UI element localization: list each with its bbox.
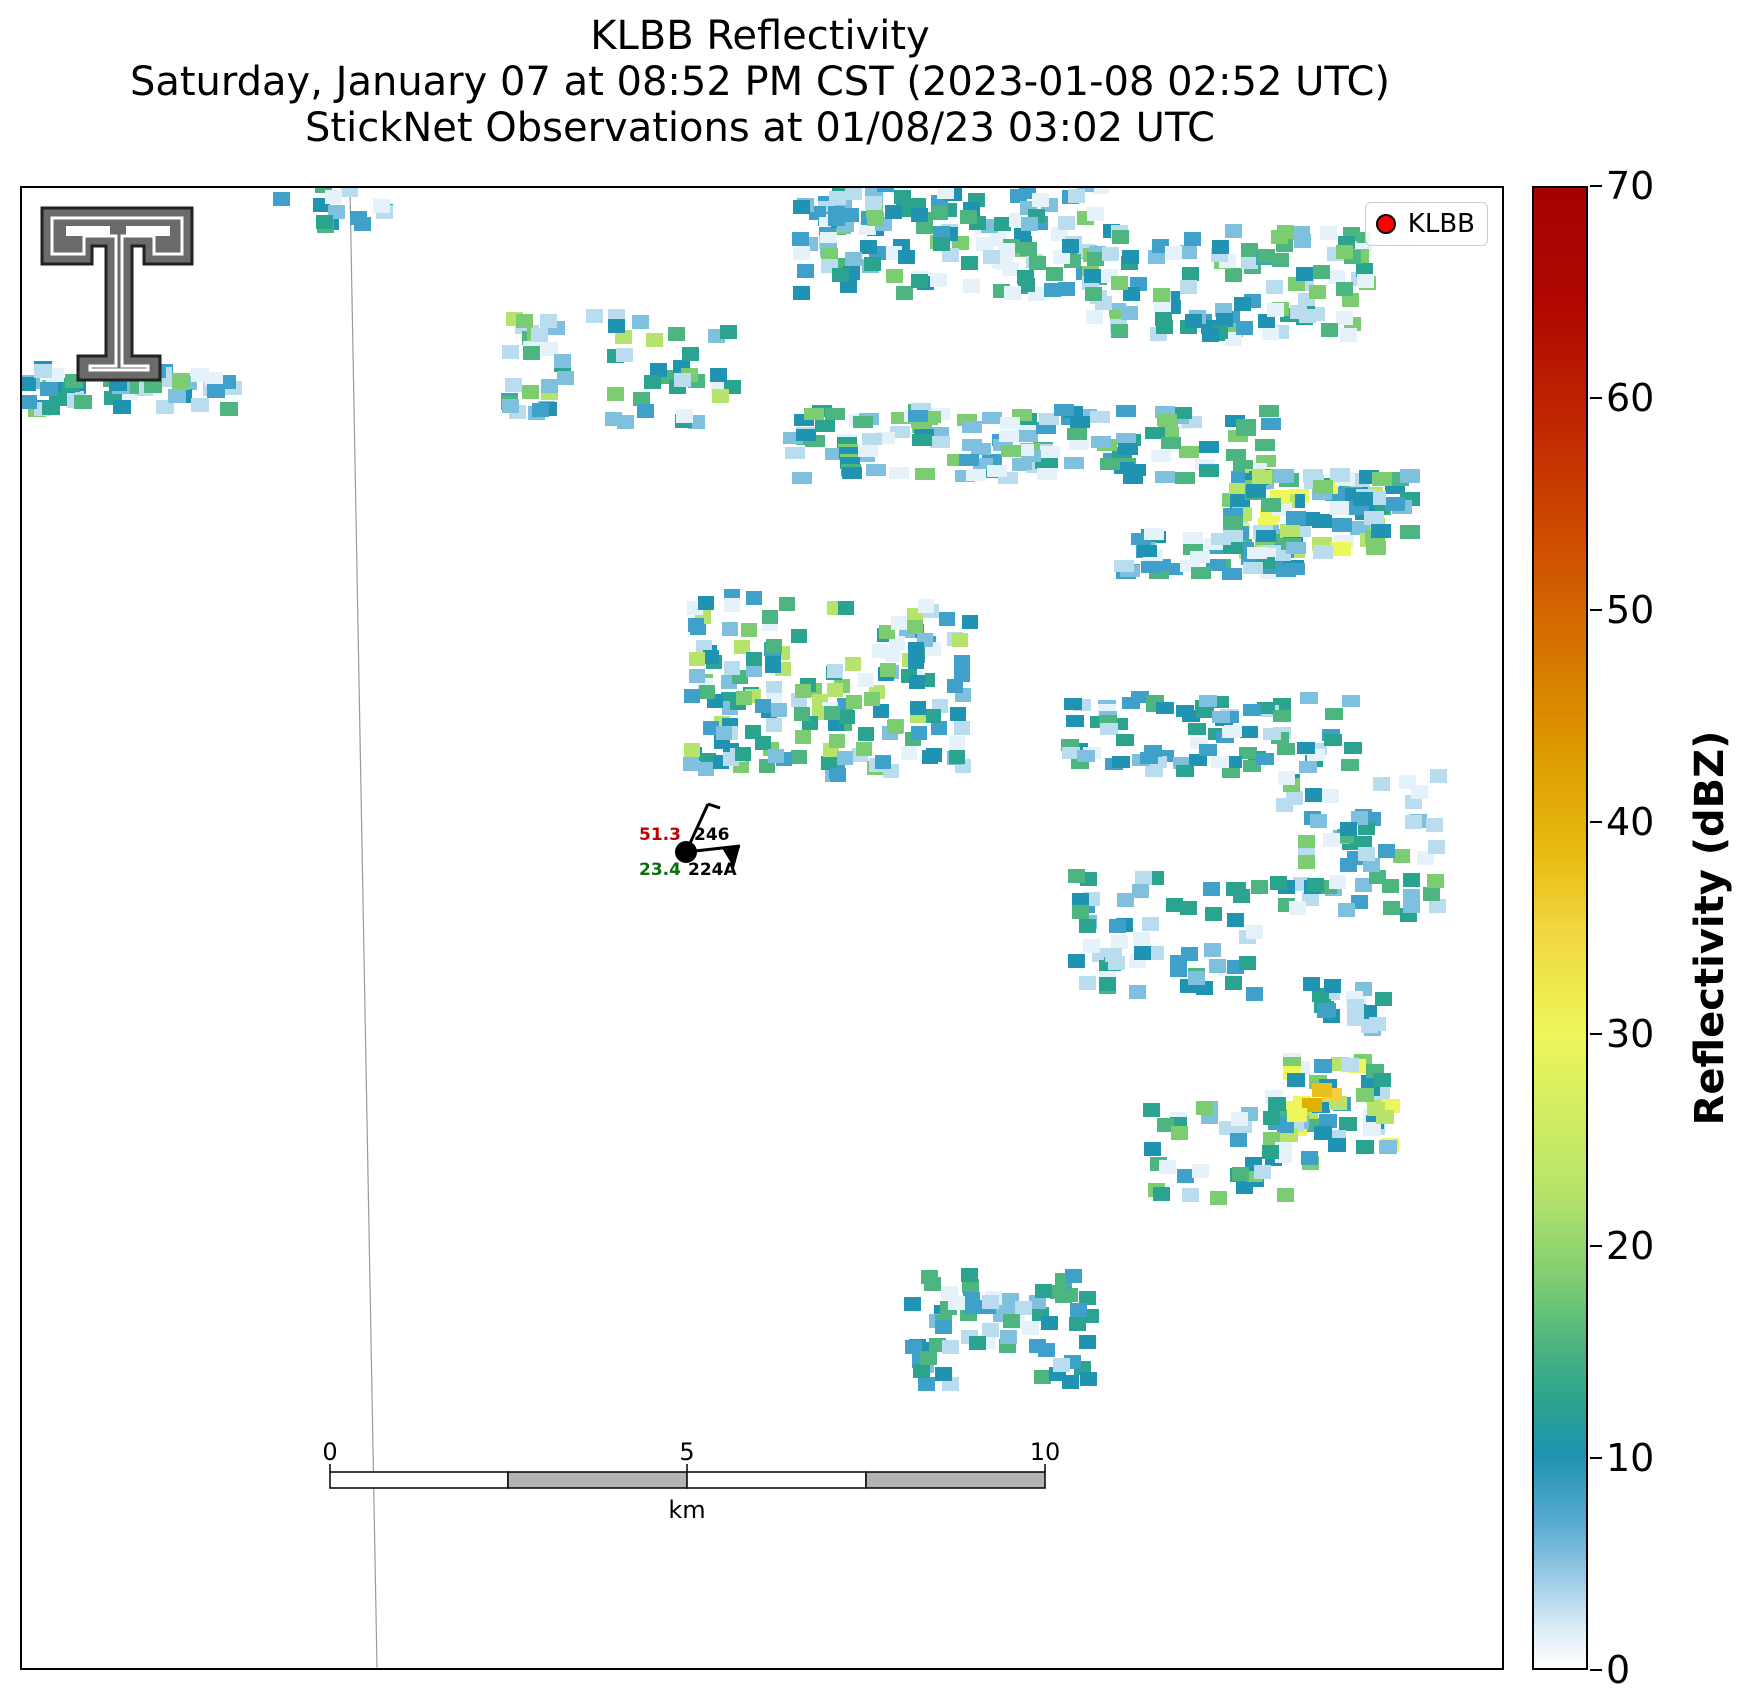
colorbar-tick-label: 0 <box>1606 1648 1631 1692</box>
station-id: 224A <box>688 860 737 880</box>
colorbar-tick-label: 20 <box>1606 1224 1655 1268</box>
scale-label-5: 5 <box>679 1438 694 1466</box>
colorbar-tick-label: 10 <box>1606 1436 1655 1480</box>
county-boundary-line <box>349 188 378 1668</box>
station-pressure: 246 <box>694 825 730 845</box>
wind-barb-1 <box>684 803 710 853</box>
scale-label-0: 0 <box>322 1438 337 1466</box>
colorbar-tick <box>1590 1457 1602 1459</box>
map-legend: KLBB <box>1364 202 1488 246</box>
legend-label: KLBB <box>1407 209 1475 239</box>
colorbar-tick <box>1590 1245 1602 1247</box>
radar-map[interactable]: 51.3 23.4 246 224A 0 5 10 km KLBB <box>20 186 1504 1670</box>
klbb-marker-icon <box>1375 214 1396 234</box>
scale-unit: km <box>668 1496 705 1524</box>
colorbar-tick-label: 60 <box>1606 376 1655 420</box>
scale-label-10: 10 <box>1030 1438 1061 1466</box>
scale-bar: 0 5 10 km <box>322 1438 1060 1524</box>
colorbar-tick-label: 50 <box>1606 588 1655 632</box>
colorbar-tick <box>1590 609 1602 611</box>
title-line-2: Saturday, January 07 at 08:52 PM CST (20… <box>129 59 1391 105</box>
colorbar-label: Reflectivity (dBZ) <box>1687 730 1733 1126</box>
reflectivity-colorbar <box>1532 186 1588 1670</box>
colorbar-tick-label: 70 <box>1606 164 1655 208</box>
colorbar-tick <box>1590 821 1602 823</box>
title-line-3: StickNet Observations at 01/08/23 03:02 … <box>305 105 1215 151</box>
title-line-1: KLBB Reflectivity <box>590 13 930 59</box>
texas-tech-double-t-logo-icon <box>40 206 194 382</box>
radar-reflectivity-layer: 51.3 23.4 246 224A 0 5 10 km <box>22 188 1447 1668</box>
colorbar-tick <box>1590 397 1602 399</box>
sticknet-station-plot: 51.3 23.4 246 224A <box>639 802 741 880</box>
colorbar-tick <box>1590 1669 1602 1671</box>
colorbar-tick <box>1590 185 1602 187</box>
station-temperature: 51.3 <box>639 825 681 845</box>
colorbar-tick-label: 30 <box>1606 1012 1655 1056</box>
reflectivity-cells <box>22 188 1447 1391</box>
station-dewpoint: 23.4 <box>639 860 681 880</box>
colorbar-tick-label: 40 <box>1606 800 1655 844</box>
colorbar-tick <box>1590 1033 1602 1035</box>
